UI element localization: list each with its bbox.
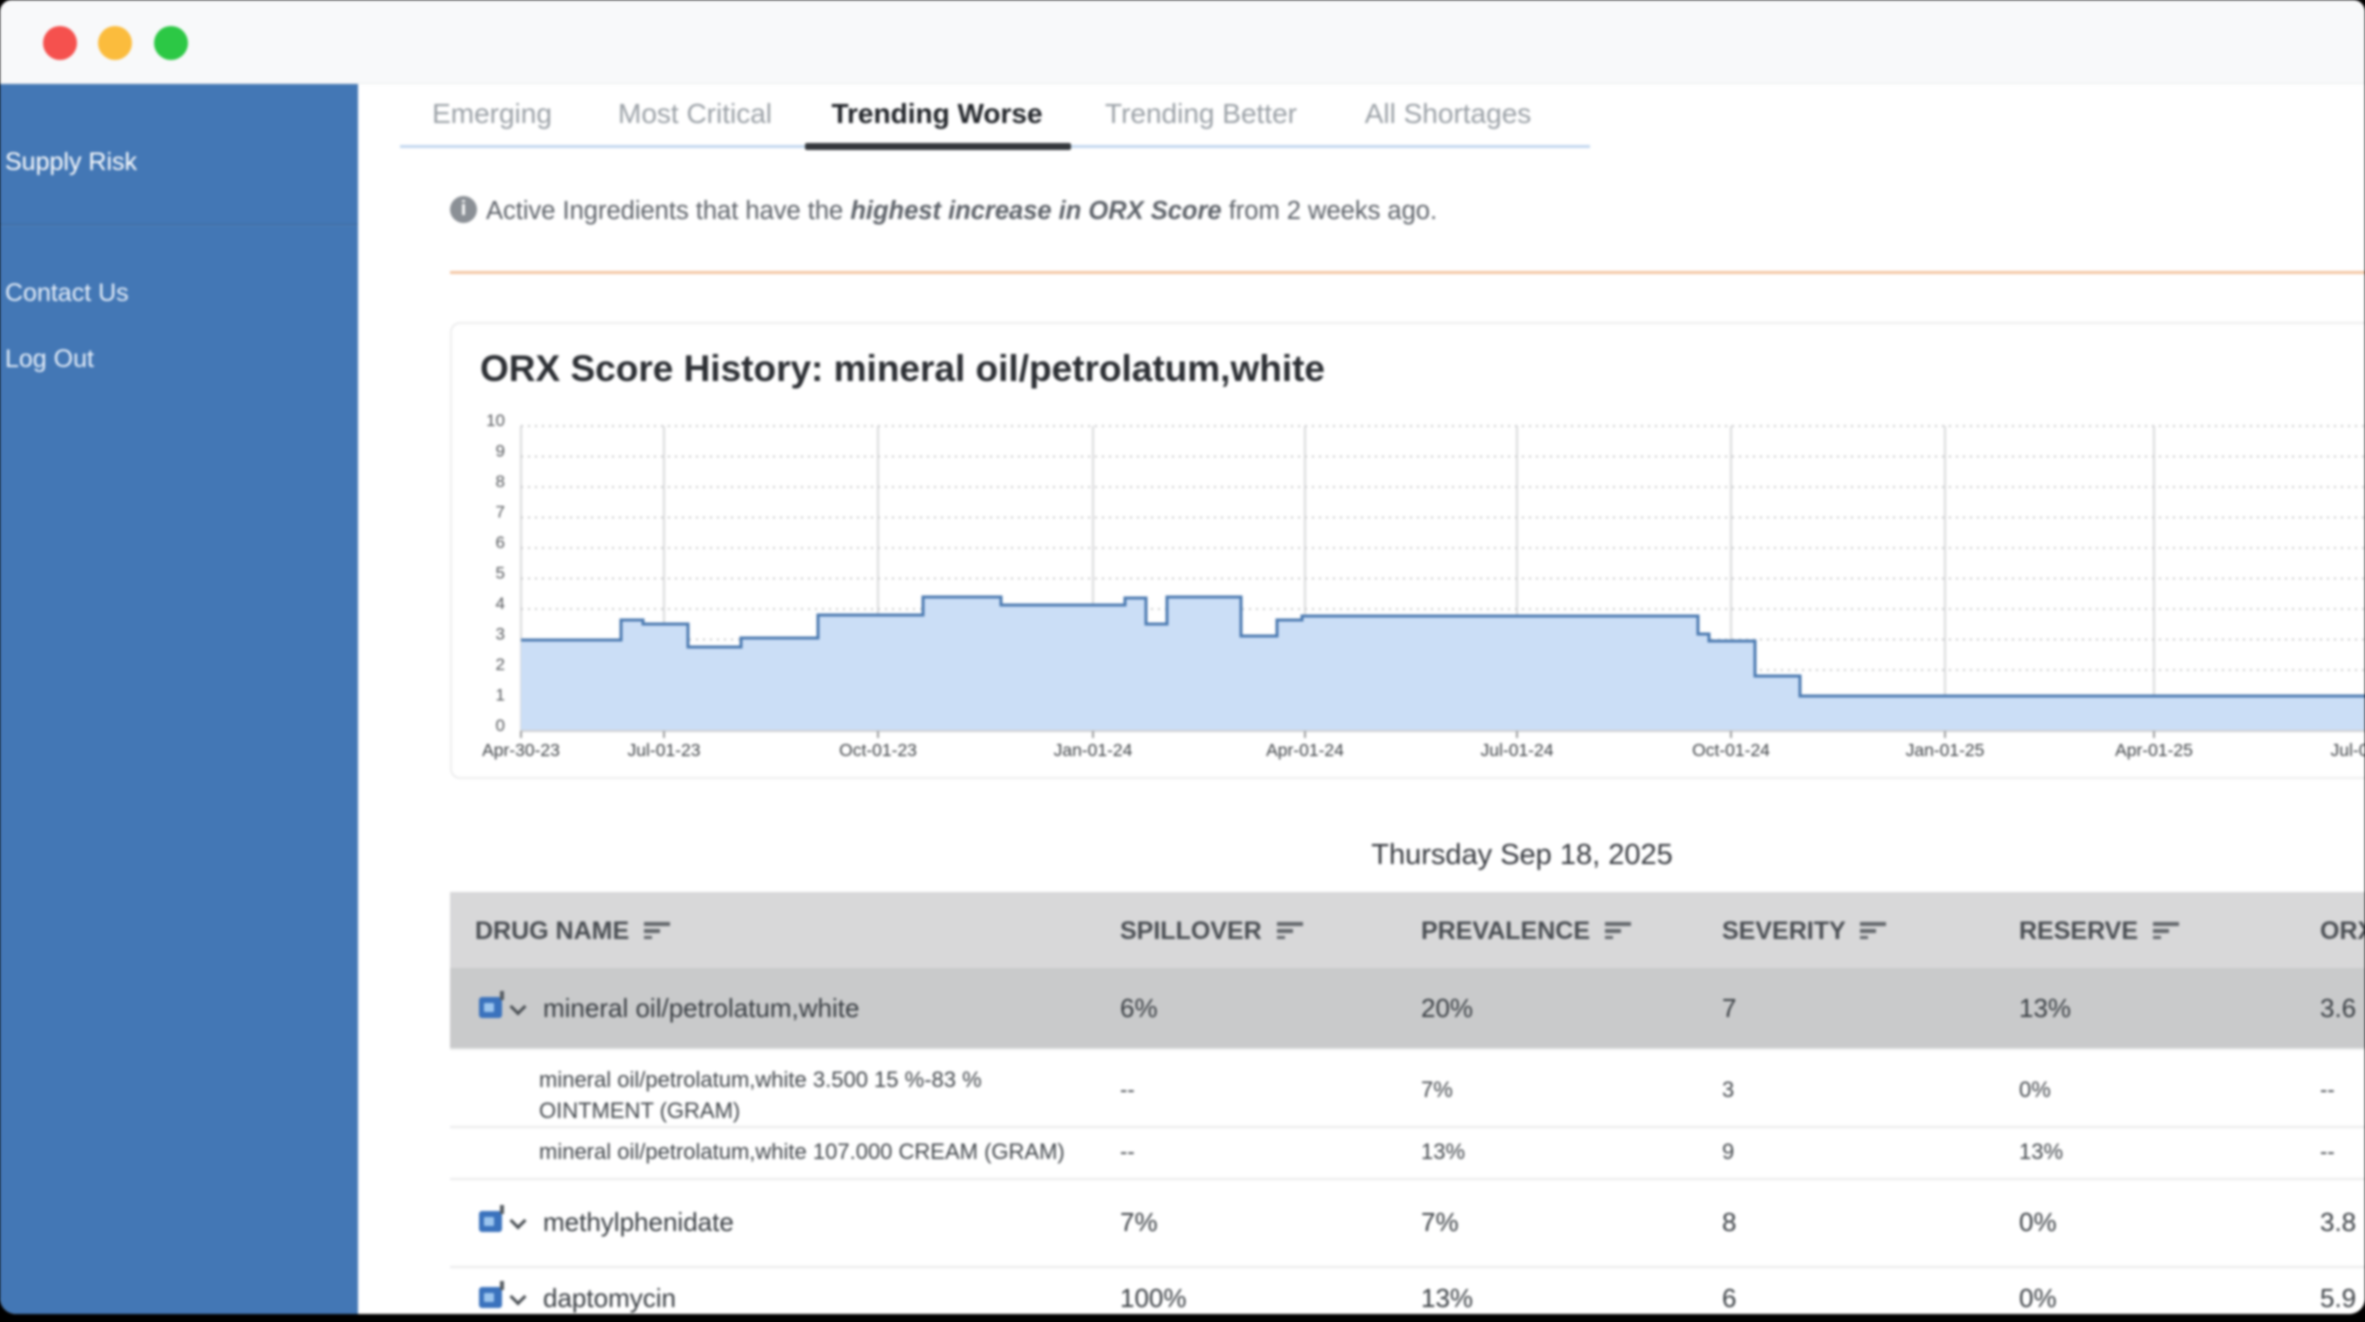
svg-text:Apr-01-24: Apr-01-24 — [1266, 740, 1344, 760]
svg-text:10: 10 — [486, 411, 505, 430]
svg-text:8: 8 — [496, 472, 505, 491]
svg-text:Oct-01-24: Oct-01-24 — [1692, 740, 1770, 760]
svg-text:Jul-01-23: Jul-01-23 — [628, 740, 701, 760]
svg-text:Jul-01-24: Jul-01-24 — [1481, 740, 1554, 760]
svg-text:5: 5 — [496, 564, 505, 583]
svg-text:6: 6 — [496, 533, 505, 552]
svg-text:9: 9 — [496, 442, 505, 461]
svg-text:Apr-30-23: Apr-30-23 — [482, 740, 560, 760]
svg-text:Jul-01-25: Jul-01-25 — [2331, 740, 2365, 760]
svg-text:4: 4 — [496, 594, 505, 613]
svg-text:0: 0 — [496, 716, 505, 735]
svg-text:Oct-01-23: Oct-01-23 — [839, 740, 917, 760]
svg-text:1: 1 — [496, 686, 505, 705]
svg-text:2: 2 — [496, 655, 505, 674]
svg-text:Jan-01-25: Jan-01-25 — [1906, 740, 1985, 760]
svg-text:3: 3 — [496, 625, 505, 644]
svg-text:7: 7 — [496, 503, 505, 522]
svg-text:Apr-01-25: Apr-01-25 — [2115, 740, 2193, 760]
svg-text:Jan-01-24: Jan-01-24 — [1054, 740, 1133, 760]
